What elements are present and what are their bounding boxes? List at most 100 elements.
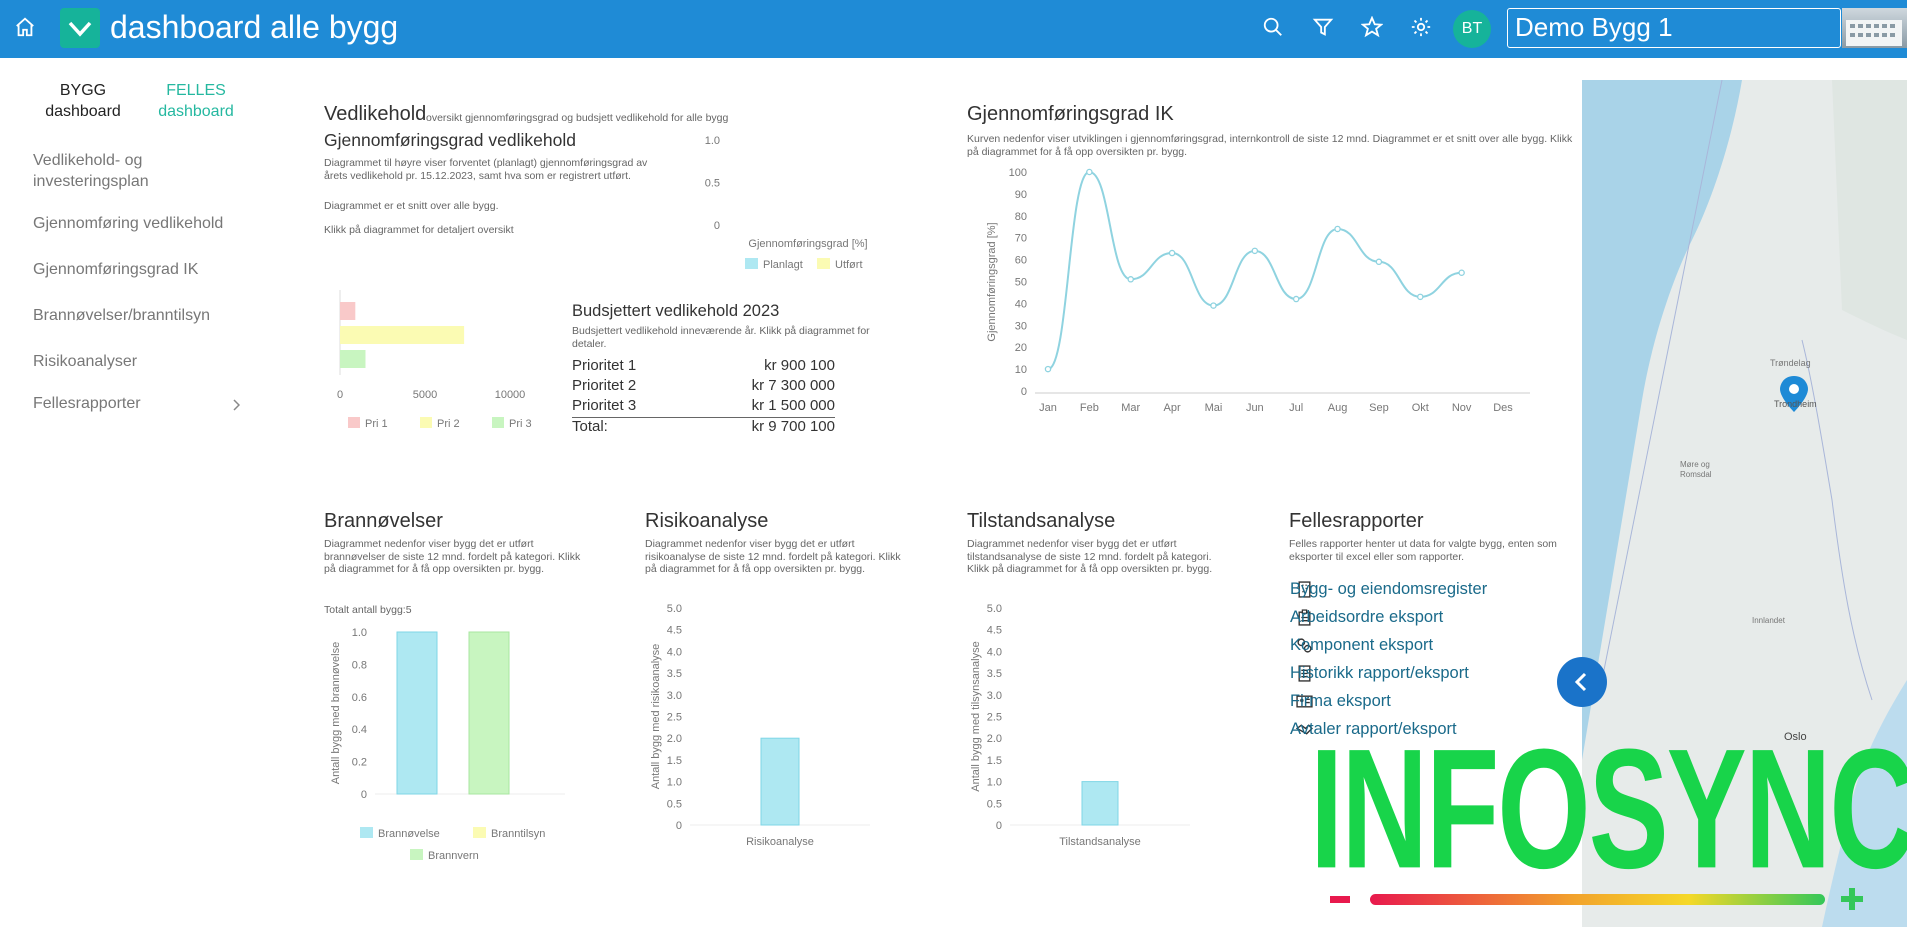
legend-swatch — [360, 827, 373, 838]
brannovelser-chart[interactable]: 1.0 0.8 0.6 0.4 0.2 0 Antall bygg med brannøve… — [325, 615, 575, 865]
map-collapse-button[interactable] — [1557, 657, 1607, 707]
x-tick-label: Jul — [1289, 402, 1303, 414]
sidebar-item-vedlikeholdsplan[interactable]: Vedlikehold- og investeringsplan — [33, 152, 149, 190]
y-tick-label: 0 — [714, 220, 720, 232]
data-point — [1375, 258, 1383, 266]
link-komponent-eksport[interactable]: Komponent eksport — [1290, 636, 1434, 654]
y-tick-label: 0.6 — [352, 692, 367, 704]
tilstandsanalyse-chart[interactable]: 5.0 4.5 4.0 3.5 3.0 2.5 2.0 1.5 1.0 0.5 0 Antall by… — [965, 595, 1215, 855]
legend-swatch — [420, 417, 432, 428]
y-axis-label: Antall bygg med tilsynsanalyse — [970, 641, 982, 791]
building-icon — [1298, 581, 1311, 598]
budsjett-row: Prioritet 1 kr 900 100 — [572, 357, 835, 374]
y-axis-label: Gjennomføringsgrad [%] — [748, 238, 867, 250]
fellesrapporter-title: Fellesrapporter — [1289, 510, 1424, 532]
link-arbeidsordre-eksport[interactable]: Arbeidsordre eksport — [1290, 608, 1444, 626]
y-tick-label: 60 — [1015, 255, 1027, 267]
id-card-icon — [1296, 695, 1313, 708]
link-avtaler-rapport[interactable]: Avtaler rapport/eksport — [1290, 720, 1457, 738]
link-historikk-rapport[interactable]: Historikk rapport/eksport — [1290, 664, 1469, 682]
y-tick-label: 50 — [1015, 277, 1027, 289]
legend-swatch — [745, 258, 758, 269]
y-tick-label: 0 — [1021, 386, 1027, 398]
map[interactable]: Trøndelag Trondheim Møre og Romsdal Innl… — [1582, 80, 1907, 927]
y-tick-label: 4.5 — [667, 625, 682, 637]
top-bar: dashboard alle bygg BT Demo Bygg 1 — [0, 0, 1907, 58]
x-tick-label: Jun — [1246, 402, 1264, 414]
y-tick-label: 1.0 — [667, 777, 682, 789]
gjennomforingsgrad-vedlikehold-chart[interactable]: 1.0 0.5 0 Gjennomføringsgrad [%] Planlagt Utf… — [700, 125, 870, 275]
ik-desc: Kurven nedenfor viser utviklingen i gjen… — [967, 133, 1573, 158]
clipboard-icon — [1298, 609, 1311, 626]
sidebar-item-brannovelser[interactable]: Brannøvelser/branntilsyn — [33, 307, 210, 324]
tab-bygg-dashboard[interactable]: BYGG dashboard — [38, 80, 128, 122]
y-tick-label: 1.0 — [705, 135, 720, 147]
y-tick-label: 4.5 — [987, 625, 1002, 637]
search-icon[interactable] — [1258, 12, 1288, 42]
handshake-icon — [1296, 724, 1313, 735]
data-point — [1417, 293, 1424, 301]
gjennomforingsgrad-vedlikehold-title: Gjennomføringsgrad vedlikehold — [324, 130, 576, 150]
bar — [340, 350, 366, 368]
tab-bygg-label: BYGG — [59, 82, 107, 99]
legend-swatch — [348, 417, 360, 428]
map-label-trondheim: Trondheim — [1774, 399, 1817, 409]
data-point — [1127, 276, 1134, 283]
bar — [760, 737, 800, 826]
legend-label: Brannøvelse — [378, 828, 440, 840]
legend-label: Planlagt — [763, 259, 803, 271]
gear-icon[interactable] — [1406, 12, 1436, 42]
x-tick-label: Jan — [1039, 402, 1057, 414]
budsjett-row-value: kr 900 100 — [764, 357, 835, 374]
budsjett-row-value: kr 7 300 000 — [751, 377, 835, 394]
y-tick-label: 0 — [676, 820, 682, 832]
y-tick-label: 2.5 — [987, 712, 1002, 724]
y-tick-label: 0.5 — [987, 798, 1002, 810]
avatar[interactable]: BT — [1453, 10, 1491, 48]
y-tick-label: 0.2 — [352, 757, 367, 769]
data-point — [1458, 269, 1465, 276]
sidebar-item-fellesrapporter[interactable]: Fellesrapporter — [33, 395, 141, 412]
legend-swatch — [473, 827, 486, 838]
legend-label: Utført — [835, 259, 863, 271]
star-icon[interactable] — [1357, 12, 1387, 42]
sidebar-item-gjennomforingsgrad-ik[interactable]: Gjennomføringsgrad IK — [33, 261, 199, 278]
x-tick-label: Des — [1493, 402, 1513, 414]
legend-label: Brannvern — [428, 850, 479, 862]
menu-toggle-button[interactable] — [60, 8, 100, 48]
tilstandsanalyse-desc: Diagrammet nedenfor viser bygg det er ut… — [967, 538, 1213, 575]
x-tick-label: 5000 — [413, 389, 437, 401]
link-bygg-eiendomsregister[interactable]: Bygg- og eiendomsregister — [1290, 580, 1488, 598]
brannovelser-desc: Diagrammet nedenfor viser bygg det er ut… — [324, 538, 581, 575]
budsjett-row-label: Prioritet 2 — [572, 377, 637, 394]
infosync-watermark: INFOSYNC — [1310, 714, 1907, 905]
y-tick-label: 1.5 — [667, 755, 682, 767]
y-tick-label: 0.5 — [667, 798, 682, 810]
y-tick-label: 3.0 — [667, 690, 682, 702]
risikoanalyse-desc: Diagrammet nedenfor viser bygg det er ut… — [645, 538, 901, 575]
y-tick-label: 3.5 — [667, 668, 682, 680]
series-line — [1047, 170, 1462, 371]
data-point — [1168, 249, 1176, 257]
y-tick-label: 70 — [1015, 233, 1027, 245]
tab-felles-dashboard[interactable]: FELLES dashboard — [150, 80, 242, 122]
legend-swatch — [410, 849, 423, 860]
bar — [1081, 781, 1119, 826]
cogs-icon — [1297, 638, 1312, 653]
filter-icon[interactable] — [1308, 12, 1338, 42]
vedlikehold-title: Vedlikehold — [324, 103, 427, 125]
y-tick-label: 5.0 — [987, 603, 1002, 615]
home-icon[interactable] — [10, 12, 40, 42]
x-tick-label: 10000 — [495, 389, 526, 401]
building-select[interactable]: Demo Bygg 1 — [1507, 8, 1841, 48]
sidebar-item-risikoanalyser[interactable]: Risikoanalyser — [33, 353, 138, 370]
budsjett-chart[interactable]: 0 5000 10000 Pri 1 Pri 2 Pri 3 — [330, 290, 550, 430]
y-tick-label: 1.5 — [987, 755, 1002, 767]
y-tick-label: 2.5 — [667, 712, 682, 724]
sidebar-item-gjennomforing-vedlikehold[interactable]: Gjennomføring vedlikehold — [33, 215, 224, 232]
link-firma-eksport[interactable]: Firma eksport — [1290, 692, 1391, 710]
x-tick-label: Okt — [1412, 402, 1429, 414]
x-tick-label: Mar — [1121, 402, 1140, 414]
risikoanalyse-chart[interactable]: 5.0 4.5 4.0 3.5 3.0 2.5 2.0 1.5 1.0 0.5 0 Antall by… — [645, 595, 895, 855]
